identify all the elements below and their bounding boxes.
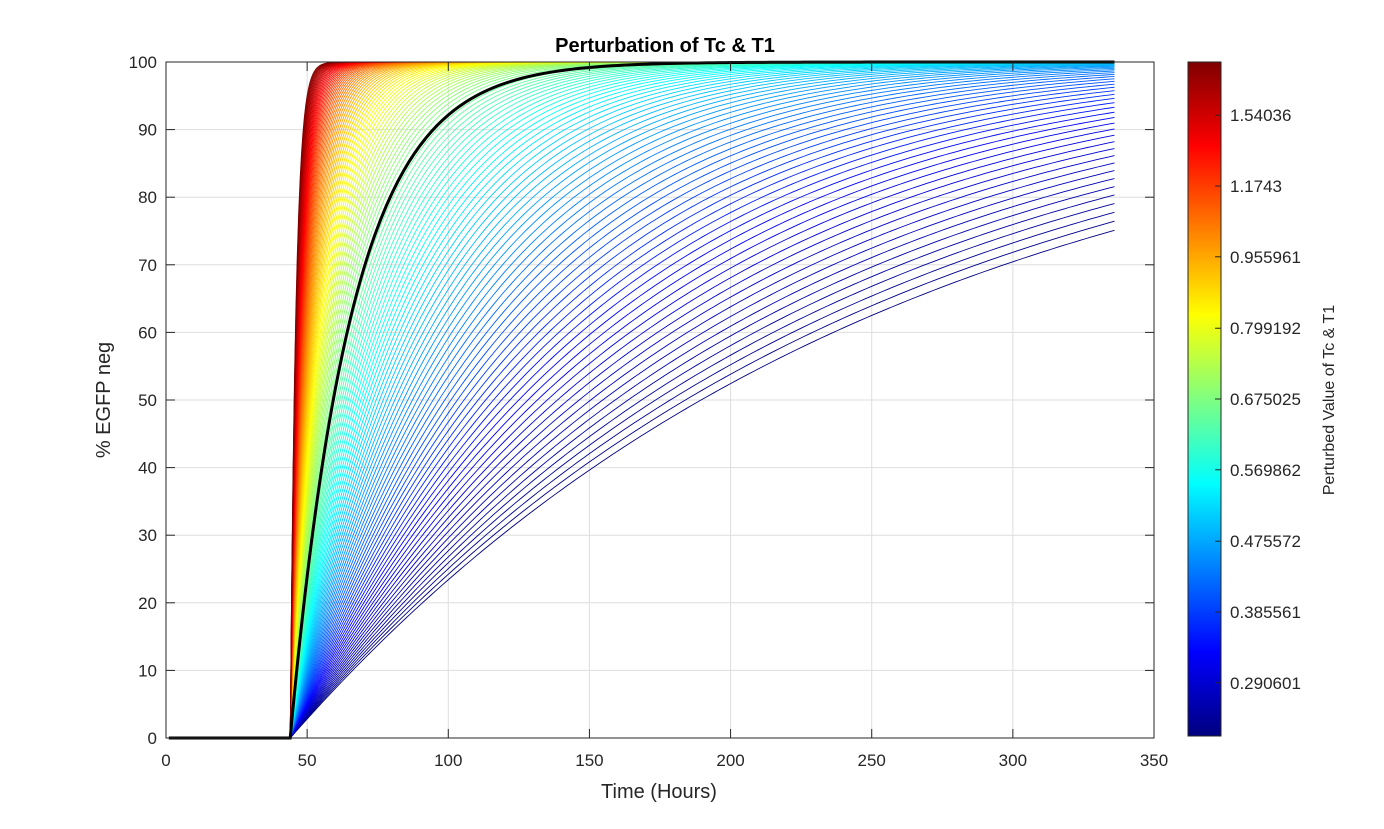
series-line <box>168 70 1115 739</box>
series-line <box>168 62 1115 739</box>
series-line <box>168 65 1115 739</box>
series-line <box>168 65 1115 739</box>
x-tick-label: 0 <box>161 751 170 770</box>
series-line <box>168 148 1115 739</box>
series-line <box>168 162 1115 739</box>
x-tick-label: 300 <box>999 751 1027 770</box>
x-tick-label: 50 <box>298 751 317 770</box>
series-line <box>168 122 1115 739</box>
series-line <box>168 63 1115 739</box>
y-tick-label: 30 <box>138 526 157 545</box>
series-line <box>168 63 1115 739</box>
colorbar-tick-label: 0.955961 <box>1230 248 1301 267</box>
y-tick-label: 0 <box>148 729 157 748</box>
y-tick-label: 20 <box>138 594 157 613</box>
colorbar-tick-label: 0.385561 <box>1230 603 1301 622</box>
series-line <box>168 66 1115 739</box>
colorbar-tick-label: 1.1743 <box>1230 177 1282 196</box>
series-line <box>168 155 1115 739</box>
series-line <box>168 73 1115 739</box>
series-line <box>168 102 1115 739</box>
series-line <box>168 141 1115 739</box>
y-tick-label: 50 <box>138 391 157 410</box>
series-line <box>168 76 1115 739</box>
series-line <box>168 93 1115 739</box>
series-line <box>168 90 1115 739</box>
colorbar-tick-label: 0.799192 <box>1230 319 1301 338</box>
series-line <box>168 63 1115 739</box>
x-tick-label: 250 <box>858 751 886 770</box>
y-tick-label: 40 <box>138 459 157 478</box>
series-line <box>168 203 1115 739</box>
series-line <box>168 62 1115 739</box>
series-line <box>168 170 1115 739</box>
series-line <box>168 67 1115 739</box>
series-line <box>168 111 1115 739</box>
y-tick-label: 70 <box>138 256 157 275</box>
y-axis-label: % EGFP neg <box>93 342 115 458</box>
x-tick-label: 100 <box>434 751 462 770</box>
y-tick-label: 100 <box>129 53 157 72</box>
x-tick-label: 150 <box>575 751 603 770</box>
y-axis-ticks: 0 10 20 30 40 50 60 70 80 90 100 <box>129 53 1154 748</box>
series-line <box>168 117 1115 739</box>
x-axis-ticks: 0 50 100 150 200 250 300 350 <box>161 62 1168 770</box>
y-tick-label: 10 <box>138 661 157 680</box>
colorbar-tick-label: 1.54036 <box>1230 106 1291 125</box>
series-line <box>168 128 1115 739</box>
series-line <box>168 69 1115 739</box>
series-line <box>168 211 1115 739</box>
colorbar: 0.290601 0.385561 0.475572 0.569862 0.675025… <box>1187 61 1301 737</box>
series-line <box>168 194 1115 739</box>
series-line <box>168 80 1115 739</box>
x-axis-label: Time (Hours) <box>601 781 717 803</box>
colorbar-tick-label: 0.569862 <box>1230 461 1301 480</box>
series-line <box>168 186 1115 739</box>
y-tick-label: 90 <box>138 121 157 140</box>
chart-title: Perturbation of Tc & T1 <box>555 35 775 57</box>
colorbar-tick-label: 0.675025 <box>1230 390 1301 409</box>
colorbar-tick-label: 0.475572 <box>1230 532 1301 551</box>
x-tick-label: 350 <box>1140 751 1168 770</box>
series-line <box>168 62 1115 739</box>
series-line <box>168 220 1115 739</box>
colorbar-tick-label: 0.290601 <box>1230 674 1301 693</box>
series-line <box>168 134 1115 739</box>
series-line <box>168 78 1115 739</box>
series-line <box>168 64 1115 739</box>
y-tick-label: 80 <box>138 188 157 207</box>
y-tick-label: 60 <box>138 323 157 342</box>
series-line <box>168 178 1115 739</box>
x-tick-label: 200 <box>716 751 744 770</box>
series-line <box>168 72 1115 739</box>
colorbar-label: Perturbed Value of Tc & T1 <box>1321 305 1338 495</box>
series-line <box>168 106 1115 739</box>
series-line <box>168 83 1115 739</box>
series-line <box>168 86 1115 739</box>
series-line <box>168 62 1115 739</box>
series-line <box>168 229 1115 739</box>
series-line <box>168 97 1115 739</box>
